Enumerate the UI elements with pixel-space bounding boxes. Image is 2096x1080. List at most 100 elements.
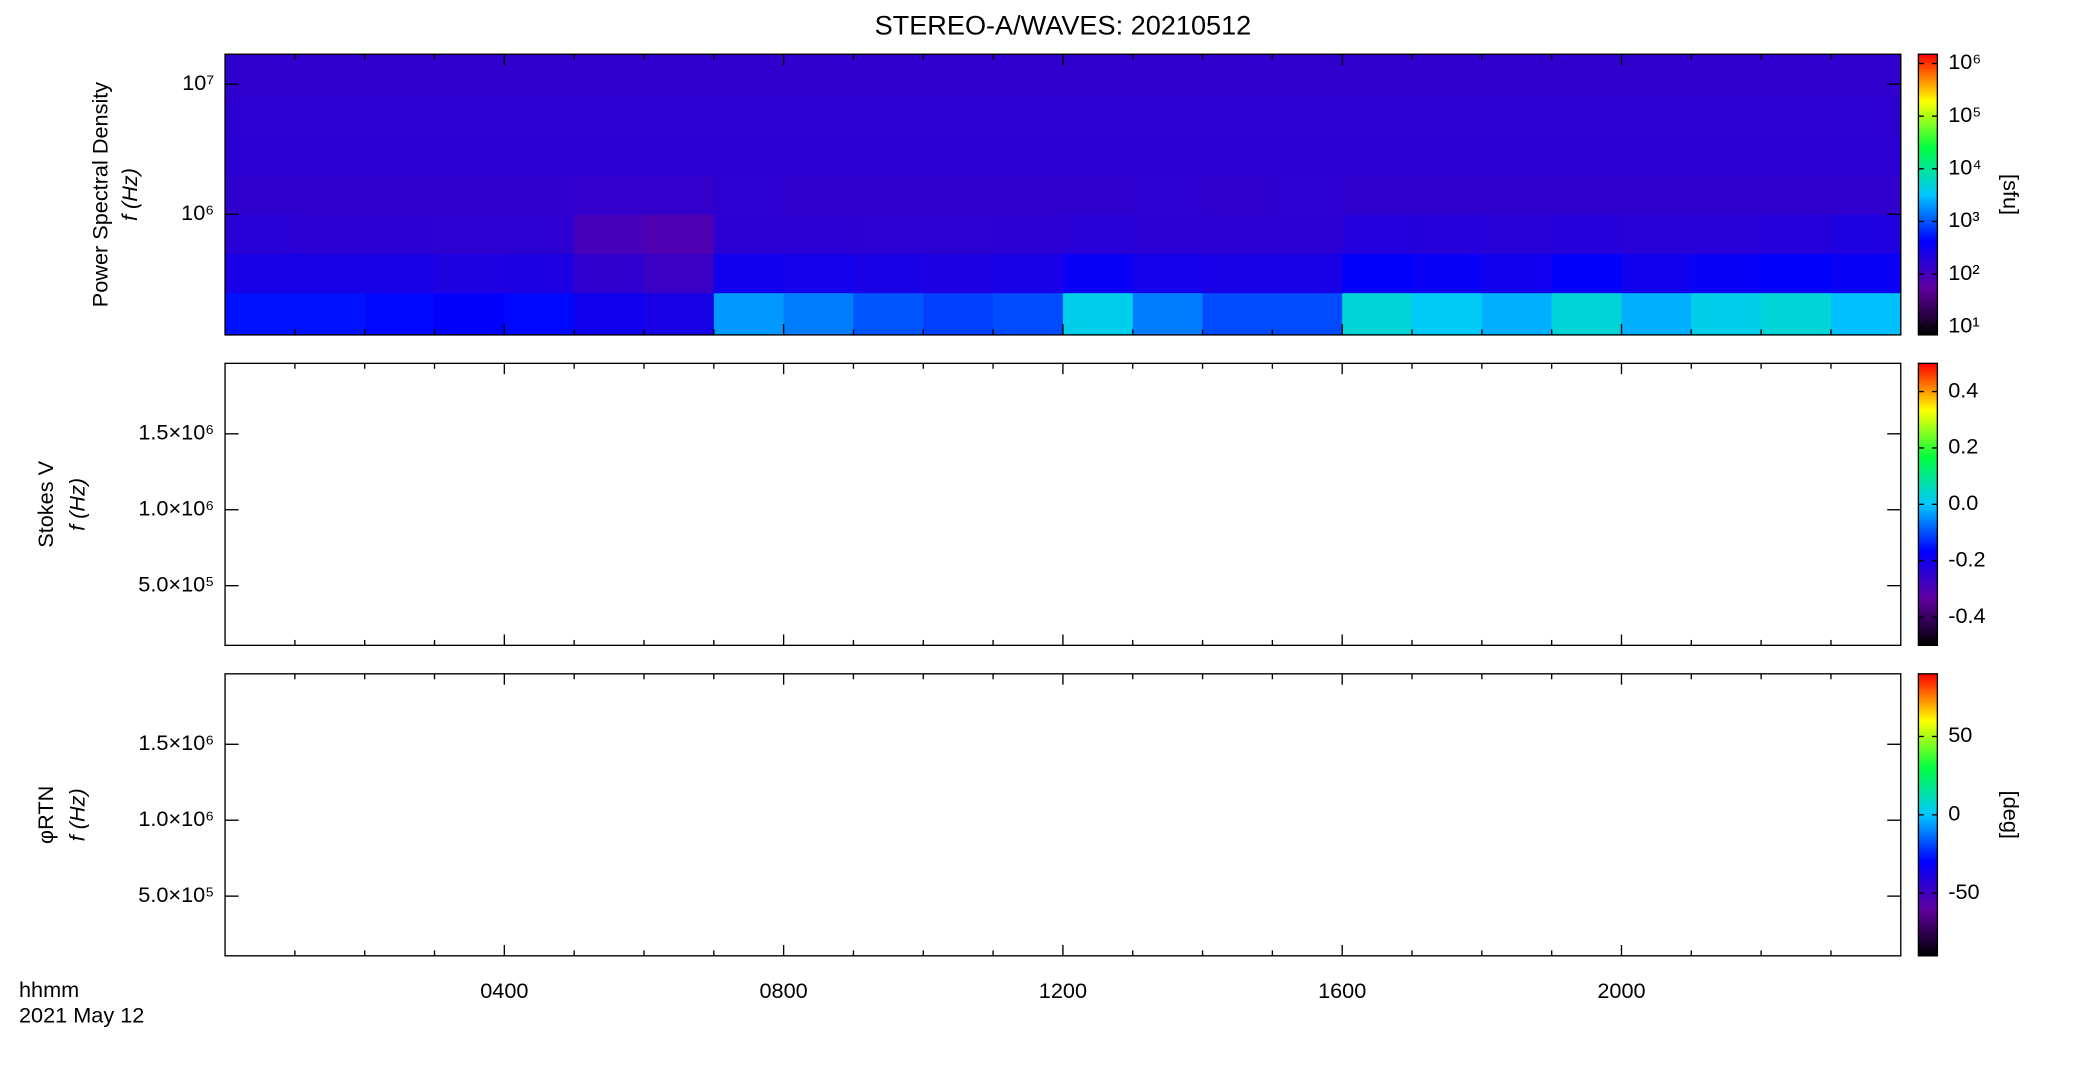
y-axis-label: f (Hz) xyxy=(64,788,89,841)
y-axis-label: Stokes V xyxy=(33,460,58,547)
y-axis-label: φRTN xyxy=(33,786,58,844)
heatmap-cell xyxy=(294,175,366,215)
heatmap-cell xyxy=(1551,214,1623,255)
heatmap-cell xyxy=(1202,54,1274,98)
heatmap-cell xyxy=(364,175,436,215)
heatmap-cell xyxy=(1481,292,1553,336)
colorbar-tick-label: 10³ xyxy=(1948,207,1979,232)
colorbar-tick-label: 0.0 xyxy=(1948,490,1978,515)
heatmap-cell xyxy=(643,175,715,215)
heatmap-cell xyxy=(643,54,715,98)
heatmap-cell xyxy=(225,175,296,215)
heatmap-cell xyxy=(504,214,575,255)
heatmap-cell xyxy=(1481,54,1553,98)
heatmap-cell xyxy=(1621,253,1692,294)
colorbar-tick-label: 0.4 xyxy=(1948,377,1978,402)
heatmap-cell xyxy=(574,175,645,215)
heatmap-cell xyxy=(923,54,994,98)
colorbar-tick-label: -0.4 xyxy=(1948,603,1985,628)
heatmap-cell xyxy=(574,292,645,336)
heatmap-cell xyxy=(1481,135,1553,176)
heatmap-cell xyxy=(1691,96,1762,137)
heatmap-cell xyxy=(1691,214,1762,255)
heatmap-cell xyxy=(294,135,366,176)
heatmap-cell xyxy=(923,135,994,176)
heatmap-cell xyxy=(1412,135,1483,176)
heatmap-cell xyxy=(294,253,366,294)
heatmap-cell xyxy=(713,54,785,98)
heatmap-cell xyxy=(1551,292,1623,336)
heatmap-cell xyxy=(1342,54,1413,98)
heatmap-cell xyxy=(1412,175,1483,215)
heatmap-cell xyxy=(1132,135,1204,176)
y-tick-label: 10⁷ xyxy=(182,70,214,95)
heatmap-cell xyxy=(1132,96,1204,137)
y-tick-label: 1.0×10⁶ xyxy=(138,806,214,831)
heatmap-cell xyxy=(1481,253,1553,294)
colorbar-tick-label: -0.2 xyxy=(1948,546,1985,571)
heatmap-cell xyxy=(1691,175,1762,215)
heatmap-cell xyxy=(1481,96,1553,137)
heatmap-cell xyxy=(853,96,924,137)
heatmap-cell xyxy=(1132,253,1204,294)
heatmap-cell xyxy=(1202,135,1274,176)
heatmap-cell xyxy=(1481,214,1553,255)
heatmap-cell xyxy=(434,135,506,176)
heatmap-cell xyxy=(993,214,1064,255)
heatmap-cell xyxy=(434,214,506,255)
heatmap-cell xyxy=(1761,292,1832,336)
heatmap-cell xyxy=(713,214,785,255)
heatmap-cell xyxy=(1272,175,1343,215)
heatmap-cell xyxy=(643,253,715,294)
heatmap-cell xyxy=(1062,96,1134,137)
heatmap-cell xyxy=(574,214,645,255)
y-axis-label: f (Hz) xyxy=(64,478,89,531)
heatmap-cell xyxy=(1342,96,1413,137)
heatmap-cell xyxy=(713,253,785,294)
heatmap-cell xyxy=(364,54,436,98)
heatmap-cell xyxy=(993,54,1064,98)
heatmap-cell xyxy=(1551,253,1623,294)
heatmap-cell xyxy=(1342,292,1413,336)
heatmap-cell xyxy=(1062,292,1134,336)
heatmap-cell xyxy=(853,292,924,336)
heatmap-cell xyxy=(1691,292,1762,336)
heatmap-cell xyxy=(294,292,366,336)
heatmap-cell xyxy=(574,54,645,98)
heatmap-cell xyxy=(434,96,506,137)
heatmap-cell xyxy=(364,135,436,176)
chart-title: STEREO-A/WAVES: 20210512 xyxy=(875,9,1252,40)
colorbar xyxy=(1917,53,1939,336)
colorbar-tick-label: -50 xyxy=(1948,879,1979,904)
heatmap-cell xyxy=(1761,135,1832,176)
heatmap-cell xyxy=(504,292,575,336)
heatmap-cell xyxy=(1272,253,1343,294)
panel-frame xyxy=(224,673,1902,957)
colorbar-tick-label: 10⁴ xyxy=(1948,155,1981,180)
heatmap-cell xyxy=(1062,175,1134,215)
heatmap-cell xyxy=(1342,135,1413,176)
heatmap-cell xyxy=(1621,292,1692,336)
heatmap-cell xyxy=(993,292,1064,336)
heatmap-cell xyxy=(853,175,924,215)
heatmap-cell xyxy=(1272,214,1343,255)
x-tick-label: 1200 xyxy=(1039,978,1087,1003)
heatmap-cell xyxy=(225,292,296,336)
heatmap-cell xyxy=(713,175,785,215)
colorbar-tick-label: 10⁵ xyxy=(1948,102,1981,127)
heatmap-cell xyxy=(1551,175,1623,215)
heatmap-cell xyxy=(1272,292,1343,336)
heatmap-cell xyxy=(1202,175,1274,215)
heatmap-cell xyxy=(783,54,855,98)
colorbar-tick-label: 50 xyxy=(1948,722,1972,747)
x-axis-label: hhmm xyxy=(19,977,79,1002)
heatmap-cell xyxy=(504,54,575,98)
heatmap-cell xyxy=(713,96,785,137)
heatmap-cell xyxy=(1062,54,1134,98)
heatmap-cell xyxy=(1761,175,1832,215)
heatmap-cell xyxy=(574,96,645,137)
heatmap-cell xyxy=(1132,292,1204,336)
heatmap-cell xyxy=(364,253,436,294)
heatmap-cell xyxy=(1202,292,1274,336)
